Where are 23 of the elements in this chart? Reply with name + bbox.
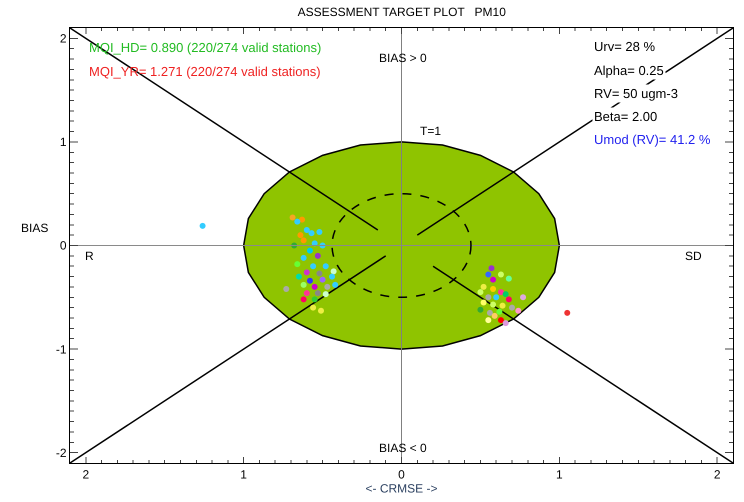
x-axis-title: <- CRMSE -> xyxy=(365,481,438,496)
x-tick-label: 2 xyxy=(82,467,90,482)
x-tick-label: 0 xyxy=(398,467,406,482)
x-tick-label: 2 xyxy=(714,467,721,482)
annotation: Beta= 2.00 xyxy=(594,109,658,124)
y-tick-label: 1 xyxy=(60,135,67,150)
y-tick-label: -1 xyxy=(56,342,67,356)
y-tick-label: 2 xyxy=(60,32,67,46)
y-axis-title: BIAS xyxy=(21,221,48,235)
annotation: Umod (RV)= 41.2 % xyxy=(594,132,711,147)
x-tick-label: 1 xyxy=(240,467,248,482)
annotation: Urv= 28 % xyxy=(594,39,656,54)
y-tick-label: 0 xyxy=(60,238,67,253)
x-tick-label: 1 xyxy=(556,467,564,482)
chart-title: ASSESSMENT TARGET PLOT PM10 xyxy=(298,4,506,19)
annotation: T=1 xyxy=(420,124,442,138)
annotation: BIAS < 0 xyxy=(379,441,428,455)
annotation: SD xyxy=(685,249,702,263)
y-tick-label: -2 xyxy=(56,446,67,460)
annotation: R xyxy=(85,249,94,263)
annotation: Alpha= 0.25 xyxy=(594,63,664,78)
annotation: BIAS > 0 xyxy=(379,51,428,65)
annotation: RV= 50 ugm-3 xyxy=(594,86,678,101)
